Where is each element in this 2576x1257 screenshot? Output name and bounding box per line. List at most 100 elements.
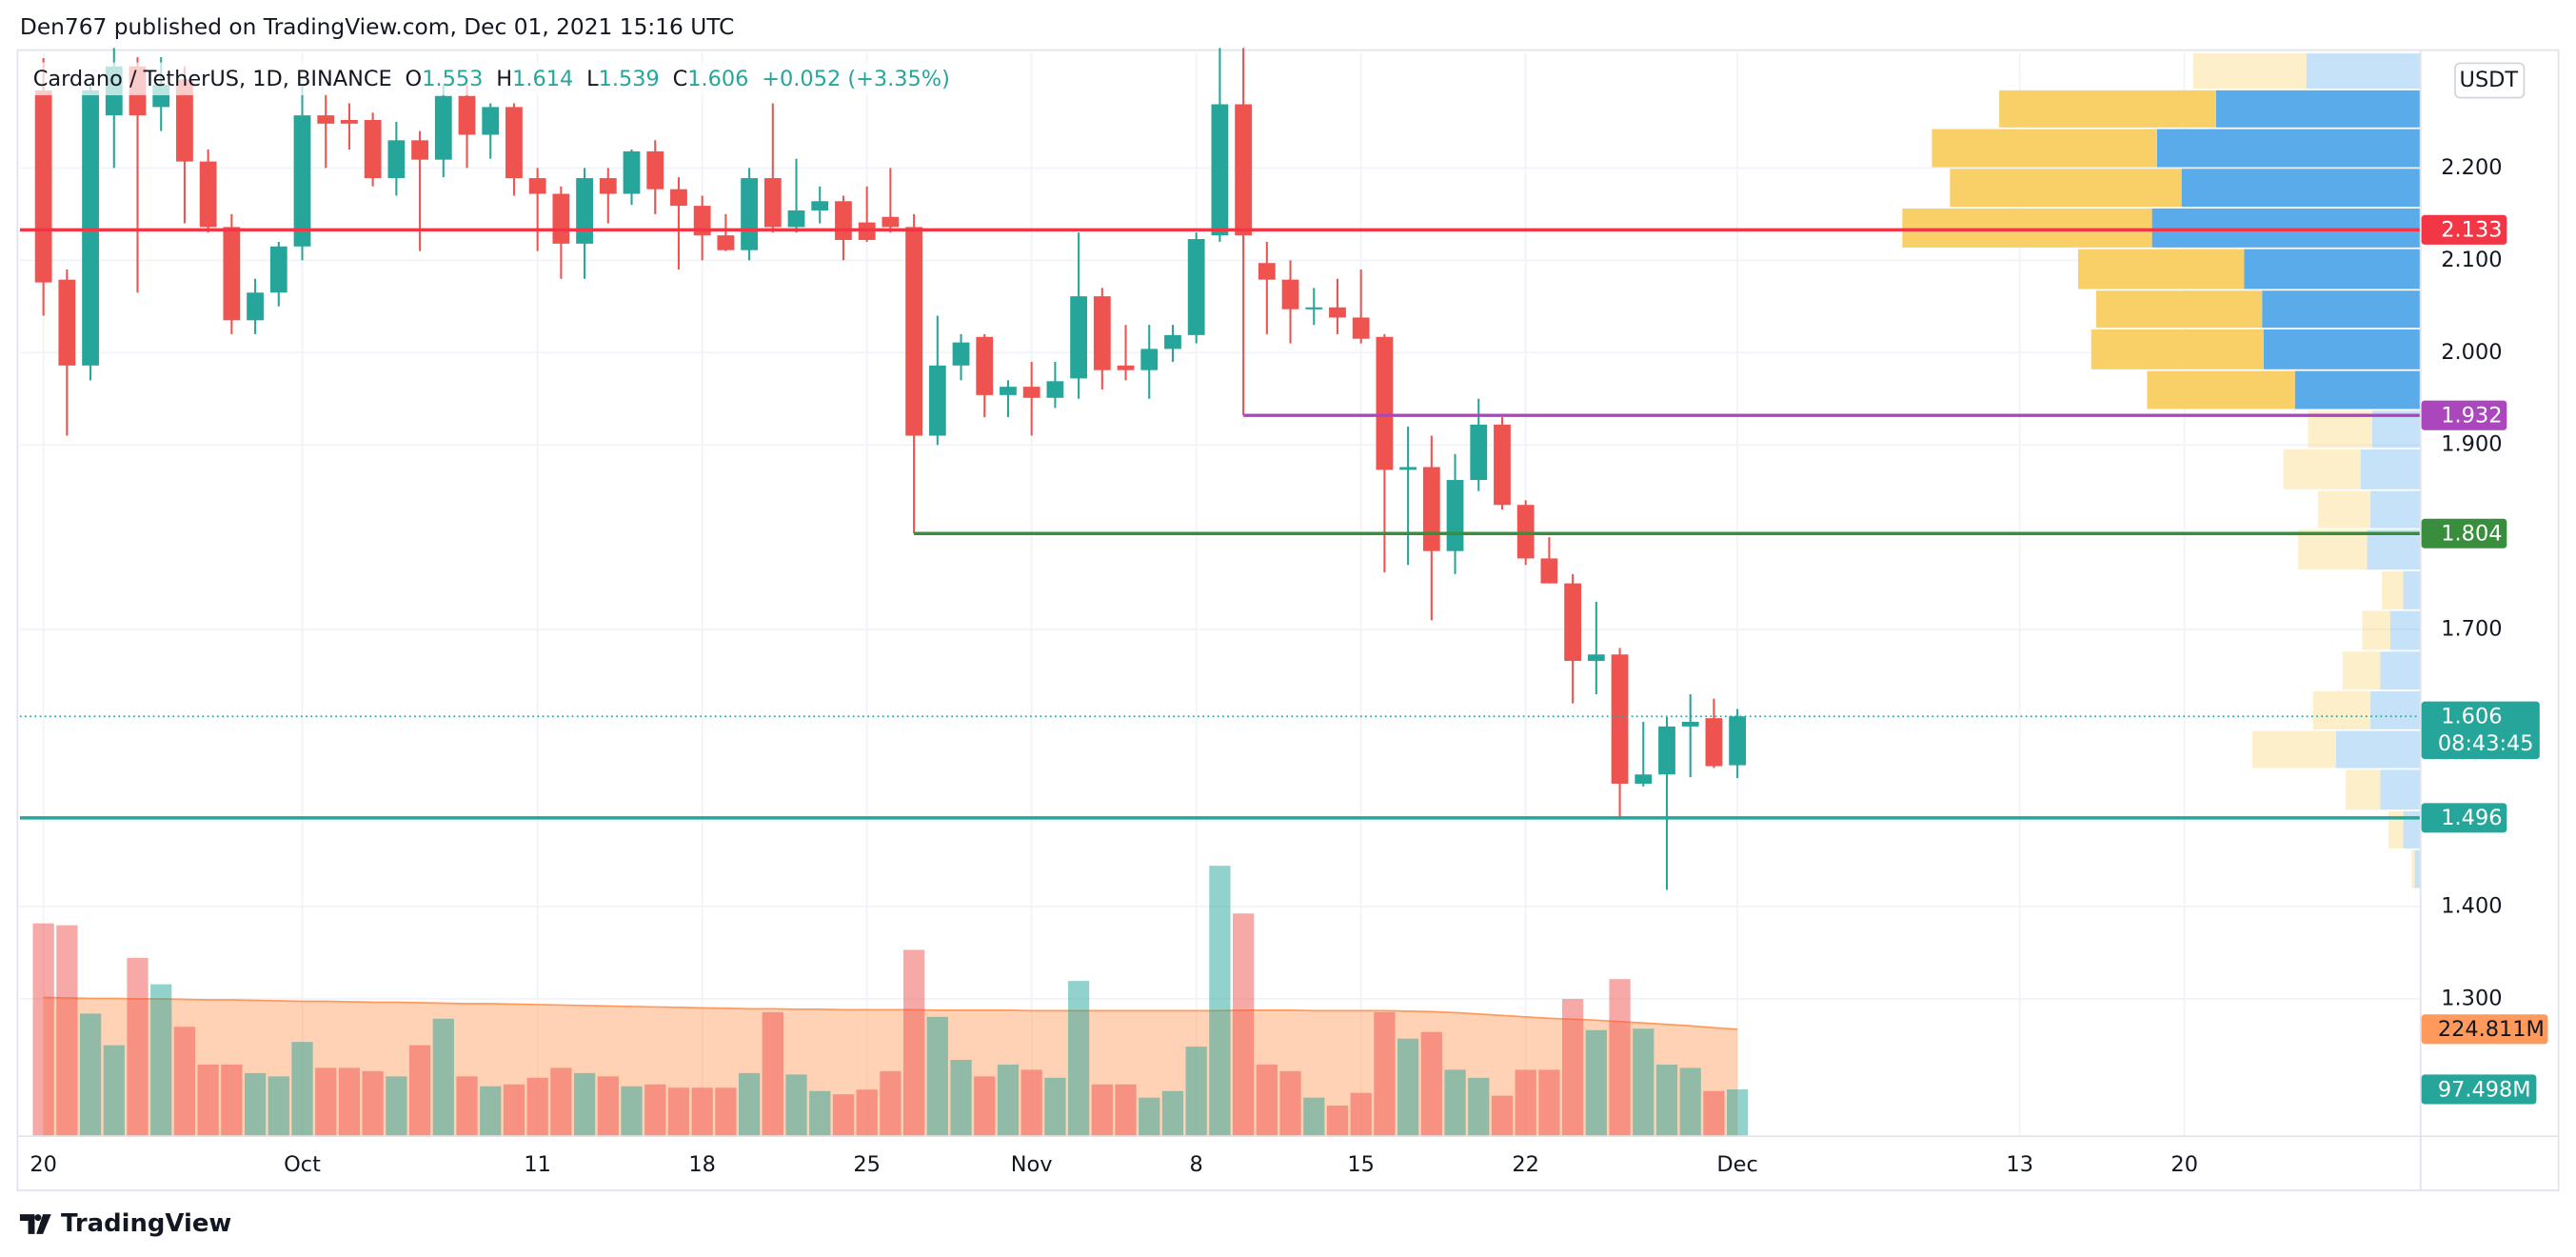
volume-bar <box>1491 1095 1514 1136</box>
profile-down <box>2382 570 2404 609</box>
volume-bar <box>32 923 54 1136</box>
level-label: 2.133 <box>2441 218 2502 243</box>
volume-ma-line <box>43 996 1738 1030</box>
x-tick-label: 18 <box>688 1152 716 1177</box>
profile-up <box>2244 249 2420 289</box>
volume-bar <box>1538 1069 1560 1136</box>
x-tick-label: 15 <box>1347 1152 1375 1177</box>
volume-bar <box>150 984 172 1136</box>
volume-bar <box>950 1059 972 1136</box>
candle-body <box>741 178 758 250</box>
volume-bar <box>691 1087 713 1136</box>
candle-body <box>882 216 900 228</box>
candle-body <box>1305 307 1323 309</box>
profile-down <box>2362 610 2390 650</box>
candle-body <box>1422 467 1440 551</box>
profile-down <box>2091 329 2264 369</box>
volume-bar <box>480 1086 502 1136</box>
profile-down <box>2077 249 2245 289</box>
volume-bar <box>127 957 149 1136</box>
x-tick-label: Dec <box>1716 1152 1757 1177</box>
profile-down <box>2251 730 2336 768</box>
currency-box[interactable] <box>2454 62 2526 99</box>
profile-up <box>2389 610 2420 650</box>
profile-up <box>2403 570 2420 609</box>
candle-body <box>1046 381 1064 398</box>
candle-body <box>1399 467 1417 470</box>
candle-body <box>1681 722 1699 727</box>
x-tick-label: 11 <box>524 1152 551 1177</box>
symbol: Cardano / TetherUS, 1D, BINANCE <box>33 66 392 90</box>
profile-up <box>2370 690 2420 729</box>
profile-down <box>2346 769 2381 810</box>
candle-body <box>1093 296 1111 370</box>
candle-body <box>1494 424 1511 506</box>
profile-up <box>2414 849 2420 888</box>
volume-bar <box>1727 1088 1749 1136</box>
x-tick-label: Nov <box>1011 1152 1053 1177</box>
candle-body <box>811 201 829 210</box>
volume-bar <box>832 1094 855 1136</box>
volume-bar <box>1091 1084 1113 1136</box>
level-label-box <box>2421 214 2507 245</box>
candle-body <box>247 292 264 321</box>
x-tick-label: Oct <box>284 1152 321 1177</box>
candle-body <box>1329 307 1346 318</box>
candle-body <box>1235 104 1253 236</box>
h-label: H <box>496 66 512 90</box>
currency[interactable]: USDT <box>2460 68 2519 92</box>
chart: 20 Oct 11 18 25 Nov 8 15 22 Dec 13 20 1.300 1.400 1.70… <box>19 48 2548 1177</box>
y-tick-label: 1.300 <box>2441 986 2502 1010</box>
profile-up <box>2263 329 2420 369</box>
candle-body <box>411 140 428 160</box>
volume-bar <box>644 1084 666 1136</box>
candle-body <box>717 235 735 250</box>
volume-bar <box>1303 1097 1325 1136</box>
candle-body <box>1258 263 1276 280</box>
profile-down <box>2147 370 2295 409</box>
profile-down <box>1902 208 2152 248</box>
volume-bar <box>1585 1029 1607 1136</box>
candle-body <box>576 178 593 244</box>
volume-ma-label: 224.811M <box>2438 1017 2545 1042</box>
candle-body <box>364 119 382 179</box>
l-value: 1.539 <box>599 66 660 90</box>
candle-body <box>599 178 617 194</box>
candle-body <box>1211 104 1229 236</box>
profile-down <box>2411 849 2415 888</box>
countdown: 08:43:45 <box>2438 731 2534 756</box>
volume-bar <box>1397 1038 1419 1136</box>
legend-text: Cardano / TetherUS, 1D, BINANCE O1.553 H1.… <box>33 66 950 90</box>
h-value: 1.614 <box>512 66 573 90</box>
profile-down <box>1999 90 2216 128</box>
profile-up <box>2403 810 2420 848</box>
candle-body <box>552 193 570 244</box>
candle-body <box>317 115 335 124</box>
profile-down <box>2312 690 2371 729</box>
profile-down <box>1950 169 2182 208</box>
candle-body <box>482 107 500 135</box>
volume-bar <box>1633 1028 1655 1136</box>
volume-bar <box>902 949 925 1136</box>
published-line: Den767 published on TradingView.com, Dec… <box>20 14 735 40</box>
x-tick-label: 20 <box>2170 1152 2198 1177</box>
candle-body <box>646 150 664 190</box>
volume-bar <box>715 1087 737 1136</box>
candle-body <box>434 95 452 160</box>
volume-ma-box <box>2421 1014 2548 1045</box>
volume-box <box>2421 1074 2537 1105</box>
candle-body <box>293 115 311 247</box>
x-tick-label: 13 <box>2006 1152 2033 1177</box>
volume-bar <box>408 1045 431 1136</box>
volume-bar <box>1655 1064 1678 1136</box>
candle-body <box>1470 424 1488 481</box>
candle-body <box>952 342 970 366</box>
profile-up <box>2151 208 2420 248</box>
chart-frame <box>16 49 2560 1191</box>
candle-body <box>1187 239 1205 335</box>
volume-bar <box>1703 1090 1725 1136</box>
profile-down <box>2342 651 2381 690</box>
candle-body <box>1281 279 1299 309</box>
footer-logo <box>19 1214 51 1234</box>
